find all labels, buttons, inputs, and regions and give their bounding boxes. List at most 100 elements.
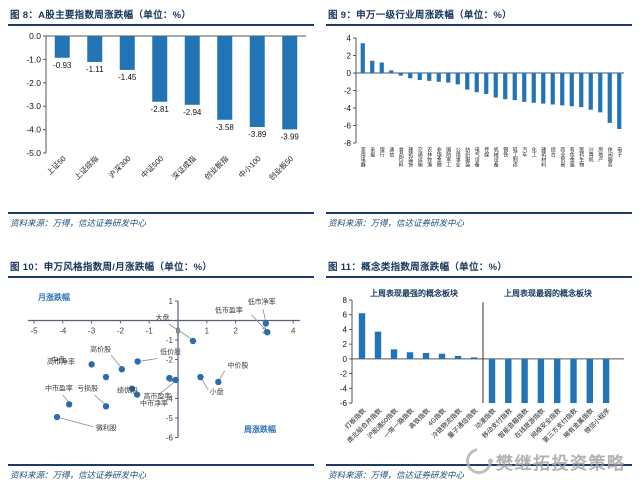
y-tick-label: 0 [343,355,348,364]
x-tick-label: 4 [291,327,296,336]
bar [493,73,498,98]
bar [550,73,555,105]
value-label: -0.93 [53,61,72,70]
leader-line [110,354,121,367]
scatter-point [128,385,136,392]
x-tick-label: 上证50 [45,154,68,177]
x-tick-label: 创业板指 [202,153,231,182]
x-tick-label: 汽车 [521,147,528,157]
bar [560,73,565,106]
y-tick-label: -2.0 [26,78,41,88]
bar [406,352,414,359]
bar [569,73,574,107]
x-tick-label: -5 [30,327,38,336]
bar [570,358,577,404]
bar [522,73,527,102]
y-tick-label: 4 [343,325,348,334]
scatter-point [118,366,126,373]
value-label: -2.81 [151,105,170,114]
bar [360,43,365,73]
figure-10: 图 10：申万风格指数周/月涨跌幅（单位：%） 月涨跌幅 周涨跌幅 -5 -4 -3… [8,256,314,481]
x-tick-label: 传媒 [483,147,490,157]
bar [531,73,536,103]
bar [588,73,593,110]
scatter-point [262,320,270,327]
scatter-point-label: 小盘 [210,387,224,396]
bar [586,358,593,404]
y-tick-label: -6 [340,399,348,408]
y-tick-label: -6 [344,122,352,131]
bar [537,358,545,404]
scatter-point-label: 中市盈率 [45,383,73,392]
bar [54,36,70,58]
bar [503,73,508,100]
bar [217,36,233,120]
x-tick-label: 家用电器 [359,147,366,167]
bar [408,73,413,79]
y-tick-label: -5 [166,414,174,423]
value-label: -3.58 [216,123,235,132]
bar [436,73,441,82]
x-tick-label: 银行 [378,147,385,157]
value-label: -1.45 [118,73,137,82]
x-axis-name-label: 周涨跌幅 [244,425,276,434]
y-tick-label: 2 [347,52,352,61]
y-tick-label: -2 [340,370,348,379]
x-tick-label: -4 [59,327,67,336]
bar [541,73,546,104]
scatter-point-label: 绩优股 [117,385,138,394]
x-tick-label: 沪深300 [106,153,133,180]
scatter-point [215,378,222,386]
figure-9-title: 图 9：申万一级行业周涨跌幅（单位：%） [326,4,632,26]
scatter-point [197,373,204,381]
chart-canvas: 86420-2-4-6打板指数南北船合并指数沪股通50指数一带一路指数高铁指数4… [340,296,624,445]
chart-canvas: -5-4-3-2-1012341-1-2-3-4-5-6低市净率低市盈率大盘低价… [28,297,300,443]
x-tick-label: 深证成指 [169,153,198,182]
scatter-point-label: 亏损股 [77,383,98,392]
y-tick-label: 0.0 [29,31,41,41]
bar [607,73,612,123]
y-tick-label: -8 [344,139,352,148]
y-tick-label: -2 [344,87,352,96]
x-tick-label: 机械设备 [492,147,499,167]
scatter-point-label: 中价股 [228,361,249,370]
leader-line [60,417,94,428]
bar [370,60,375,73]
bar [249,36,265,128]
bar [446,73,451,83]
y-axis-name-label: 月涨跌幅 [38,293,70,302]
y-tick-label: 2 [343,340,348,349]
bar-chart-a-share-indices: 0.0 -1.0 -2.0 -3.0 -4.0 -5.0 -0.93 上证50 -1.11 上证综… [8,26,314,212]
bar [488,358,496,404]
figure-8: 图 8：A股主要指数周涨跌幅（单位：%） 0.0 -1.0 -2.0 -3.0 -4.0… [8,4,314,229]
bar-chart-sw-industries: 4 2 0 -2 -4 -6 -8 家用电器 采掘 银行 通信 食品饮料 建筑装饰 交通运输 农林牧渔 非银金… [326,26,632,212]
figure-8-title: 图 8：A股主要指数周涨跌幅（单位：%） [8,4,314,26]
x-tick-label: 综合 [549,147,556,157]
leader-line [262,309,266,320]
figure-10-source: 资料来源：万得，信达证券研发中心 [8,464,314,481]
value-label: -2.94 [183,108,202,117]
bar [484,73,489,94]
bar [390,349,398,359]
leader-line [219,370,225,380]
y-tick-label: -1.0 [26,54,41,64]
value-label: -3.89 [248,130,267,139]
scatter-point-label: 高价股 [90,345,111,354]
leader-line [94,394,105,405]
x-tick-label: 交通运输 [416,147,423,167]
bar [455,73,460,85]
bar [465,73,470,90]
bar [379,62,384,73]
scatter-point [134,358,141,365]
leader-line [158,382,174,396]
bar [422,352,430,359]
x-tick-label: 中小100 [236,153,263,180]
scatter-point-label: 中盘 [51,355,65,364]
y-tick-label: 0 [347,69,352,78]
scatter-point [102,373,110,381]
bar [602,358,610,404]
y-tick-label: -2 [166,356,174,365]
x-tick-label: 建筑装饰 [407,147,414,167]
scatter-point [88,361,95,368]
x-tick-label: 钢铁 [502,147,509,157]
